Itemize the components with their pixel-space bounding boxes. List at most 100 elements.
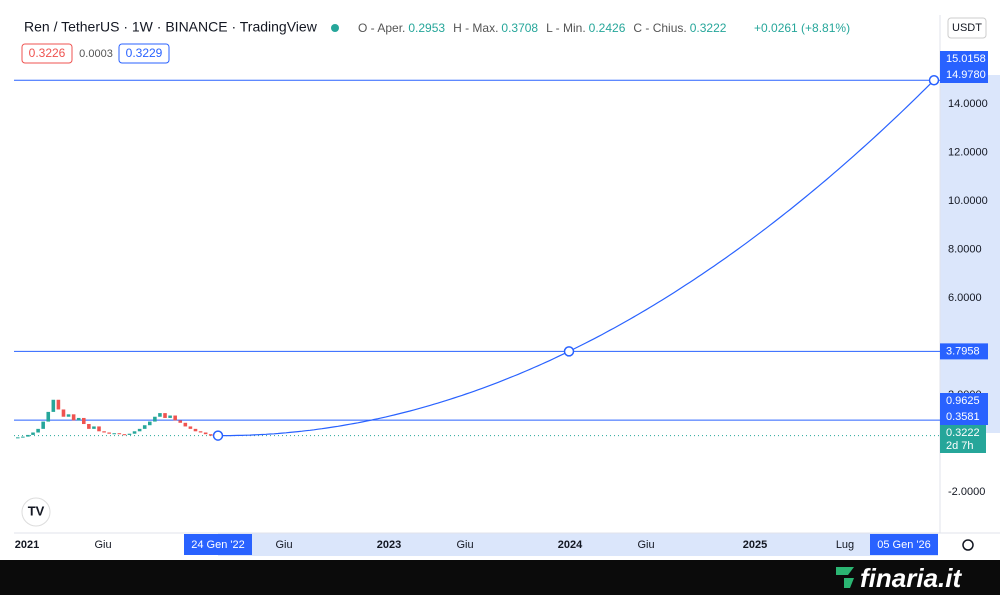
ohlc-value: 0.3708	[501, 21, 538, 35]
price-marker-box	[940, 51, 988, 67]
candle	[198, 431, 203, 433]
candle	[51, 399, 56, 412]
bid-box[interactable]	[21, 43, 73, 64]
price-marker-box	[940, 393, 988, 409]
candle	[36, 428, 40, 433]
price-marker-label: 14.9780	[946, 69, 986, 81]
time-label: 24 Gen '22	[191, 539, 244, 551]
currency: USDT	[952, 22, 982, 34]
last-price-label: 0.3222	[946, 427, 980, 439]
candle	[82, 417, 86, 425]
candle	[183, 422, 188, 427]
ohlc-label: H - Max.	[453, 21, 498, 35]
candle	[112, 433, 117, 435]
candle	[158, 413, 162, 417]
price-tick-label: 14.0000	[948, 98, 988, 110]
countdown: 2d 7h	[946, 440, 974, 452]
brand-logo	[844, 578, 854, 588]
candle	[61, 409, 66, 417]
candle	[16, 437, 20, 439]
price-marker-label: 0.3581	[946, 411, 980, 423]
ohlc-label: O - Aper.	[358, 21, 405, 35]
candle	[208, 434, 213, 436]
candle	[148, 421, 152, 426]
candle	[87, 424, 91, 429]
price-tick-label: 6.0000	[948, 292, 982, 304]
curve-anchor	[212, 430, 224, 441]
time-label: 2024	[558, 539, 583, 551]
price-marker-box	[940, 67, 988, 83]
candle	[122, 434, 127, 436]
price-marker-label: 15.0158	[946, 53, 986, 65]
price-tick-label: 10.0000	[948, 195, 988, 207]
time-label: Lug	[836, 539, 854, 551]
candle	[41, 421, 45, 429]
candle	[92, 426, 96, 429]
time-label: 2025	[743, 539, 767, 551]
ask: 0.3229	[126, 46, 163, 60]
candle	[203, 432, 208, 435]
candle	[46, 411, 51, 422]
candle	[71, 414, 76, 421]
ohlc-label: L - Min.	[546, 21, 586, 35]
candle	[76, 417, 81, 421]
time-label: Giu	[456, 539, 473, 551]
price-marker-label: 3.7958	[946, 345, 980, 357]
ask-box[interactable]	[118, 43, 170, 64]
price-marker-label: 0.9625	[946, 395, 980, 407]
settings-icon[interactable]	[962, 539, 974, 551]
footer-bar	[0, 560, 1000, 595]
candle	[97, 426, 101, 432]
bid: 0.3226	[29, 46, 66, 60]
candle	[142, 425, 147, 429]
price-tick-label: -2.0000	[948, 486, 985, 498]
curve-anchor	[928, 74, 940, 86]
svg-text:TV: TV	[28, 503, 45, 518]
candle	[56, 399, 61, 410]
candle	[178, 420, 183, 423]
candle	[117, 433, 122, 435]
time-highlight-box	[870, 534, 938, 555]
brand-logo	[836, 567, 854, 575]
ohlc-value: 0.2426	[589, 21, 626, 35]
candle	[31, 432, 35, 435]
time-range-highlight	[218, 533, 938, 556]
time-label: Giu	[94, 539, 111, 551]
time-label: 05 Gen '26	[877, 539, 930, 551]
candle	[66, 414, 71, 417]
status-dot	[331, 24, 339, 32]
spread: 0.0003	[79, 48, 113, 60]
candle	[107, 432, 111, 434]
candle	[168, 415, 172, 418]
currency-box[interactable]	[947, 17, 987, 39]
candle	[127, 433, 132, 435]
candle	[132, 431, 137, 434]
candle	[193, 428, 198, 432]
candle	[26, 434, 30, 437]
candle	[102, 431, 106, 433]
change: +0.0261 (+8.81%)	[754, 21, 850, 35]
ohlc-value: 0.2953	[408, 21, 445, 35]
tv-logo: TV	[21, 497, 51, 527]
candle	[163, 413, 167, 418]
candle	[21, 436, 25, 438]
ohlc-label: C - Chius.	[633, 21, 686, 35]
time-label: 2021	[15, 539, 39, 551]
curve	[218, 78, 935, 437]
price-marker-box	[940, 409, 988, 425]
curve-anchor	[563, 346, 575, 357]
time-label: 2023	[377, 539, 401, 551]
price-tick-label: 12.0000	[948, 146, 988, 158]
candle	[153, 416, 157, 422]
brand-name: finaria.it	[860, 563, 962, 593]
candle	[188, 426, 193, 429]
time-label: Giu	[275, 539, 292, 551]
last-price-box	[940, 425, 986, 453]
time-highlight-box	[184, 534, 252, 555]
candle	[137, 428, 142, 432]
chart-background	[0, 0, 1000, 560]
price-range-highlight	[940, 75, 1000, 433]
price-marker-box	[940, 343, 988, 360]
